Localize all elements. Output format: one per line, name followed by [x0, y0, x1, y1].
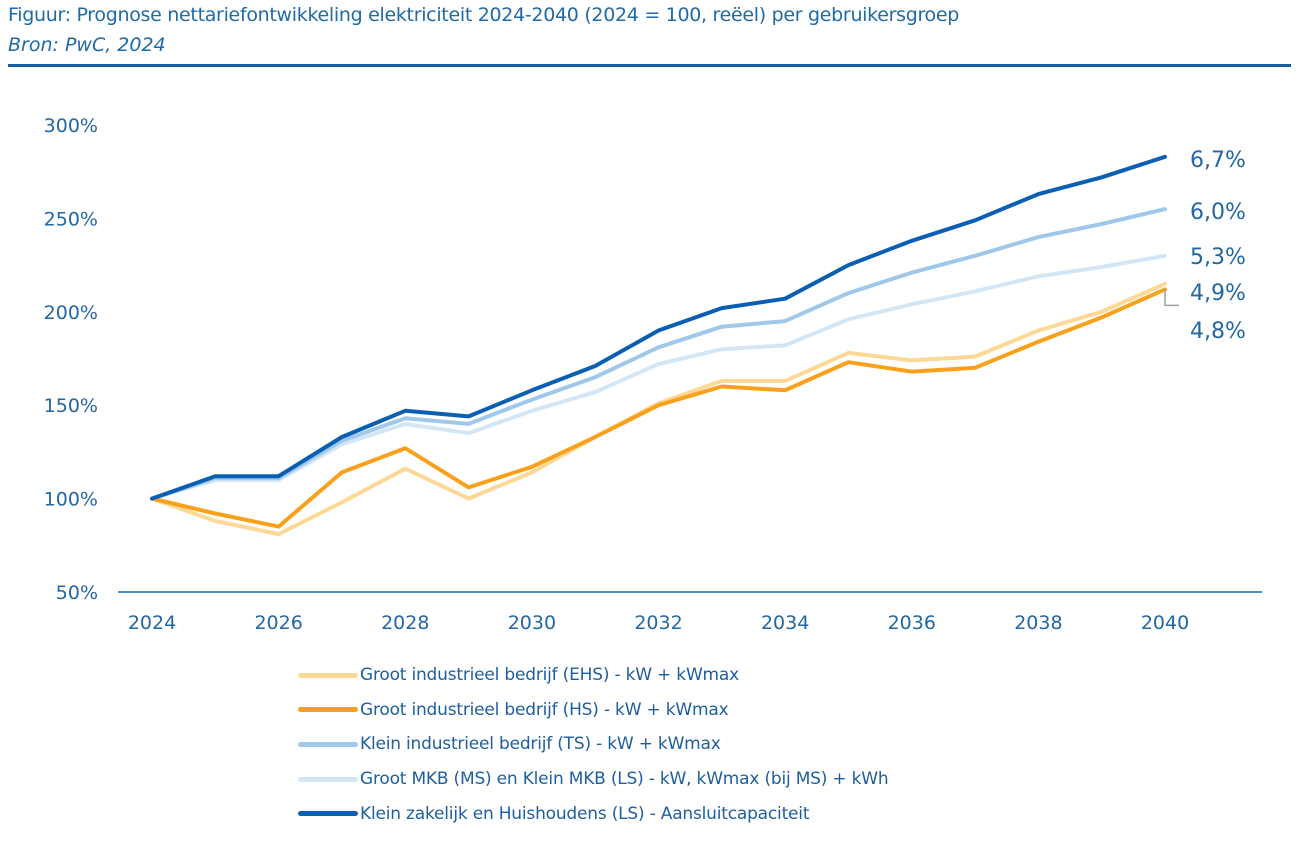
y-tick-label: 250%: [44, 208, 98, 230]
end-label: 4,9%: [1190, 281, 1246, 306]
x-tick-label: 2038: [1014, 612, 1062, 634]
x-tick-label: 2036: [888, 612, 936, 634]
series-line: [150, 287, 1167, 529]
x-tick-label: 2030: [508, 612, 556, 634]
legend-swatch: [298, 707, 358, 713]
series-line: [150, 253, 1167, 501]
legend-label: Klein zakelijk en Huishoudens (LS) - Aan…: [360, 803, 810, 824]
y-tick-label: 150%: [44, 395, 98, 417]
legend-swatch: [298, 811, 358, 817]
series-line: [150, 207, 1167, 501]
legend-item: Groot industrieel bedrijf (HS) - kW + kW…: [298, 693, 889, 728]
figure-title: Figuur: Prognose nettariefontwikkeling e…: [8, 4, 960, 26]
end-label: 6,7%: [1190, 148, 1246, 173]
end-label: 5,3%: [1190, 245, 1246, 270]
x-tick-label: 2032: [634, 612, 682, 634]
legend-swatch: [298, 672, 358, 678]
x-tick-label: 2034: [761, 612, 809, 634]
legend-swatch: [298, 741, 358, 747]
legend-label: Groot industrieel bedrijf (EHS) - kW + k…: [360, 665, 739, 686]
x-tick-label: 2040: [1141, 612, 1189, 634]
x-tick-label: 2026: [254, 612, 302, 634]
legend: Groot industrieel bedrijf (EHS) - kW + k…: [298, 658, 889, 831]
x-axis-ticks: 2024 2026 2028 2030 2032 2034 2036 2038 2040: [128, 612, 1189, 634]
x-tick-label: 2024: [128, 612, 176, 634]
series-line: [150, 281, 1167, 537]
leader-line: [1164, 289, 1179, 307]
end-label: 4,8%: [1190, 319, 1246, 344]
legend-swatch: [298, 776, 358, 782]
y-tick-label: 200%: [44, 302, 98, 324]
legend-item: Groot industrieel bedrijf (EHS) - kW + k…: [298, 658, 889, 693]
end-label: 6,0%: [1190, 200, 1246, 225]
end-labels: 4,9% 4,8% 6,0% 5,3% 6,7%: [1164, 148, 1246, 344]
legend-label: Klein industrieel bedrijf (TS) - kW + kW…: [360, 734, 721, 755]
legend-item: Klein zakelijk en Huishoudens (LS) - Aan…: [298, 796, 889, 831]
x-tick-label: 2028: [381, 612, 429, 634]
series-lines: [150, 154, 1167, 537]
y-tick-label: 50%: [56, 582, 98, 604]
figure-source: Bron: PwC, 2024: [8, 34, 166, 56]
legend-label: Groot MKB (MS) en Klein MKB (LS) - kW, k…: [360, 769, 889, 790]
legend-label: Groot industrieel bedrijf (HS) - kW + kW…: [360, 699, 729, 720]
series-line: [150, 154, 1167, 501]
legend-item: Klein industrieel bedrijf (TS) - kW + kW…: [298, 727, 889, 762]
y-axis-ticks: 50% 100% 150% 200% 250% 300%: [44, 115, 98, 604]
line-chart: 50% 100% 150% 200% 250% 300% 2024 2026 2028 2030…: [44, 115, 1262, 634]
header-divider: [8, 64, 1291, 67]
legend-item: Groot MKB (MS) en Klein MKB (LS) - kW, k…: [298, 762, 889, 797]
y-tick-label: 100%: [44, 489, 98, 511]
y-tick-label: 300%: [44, 115, 98, 137]
